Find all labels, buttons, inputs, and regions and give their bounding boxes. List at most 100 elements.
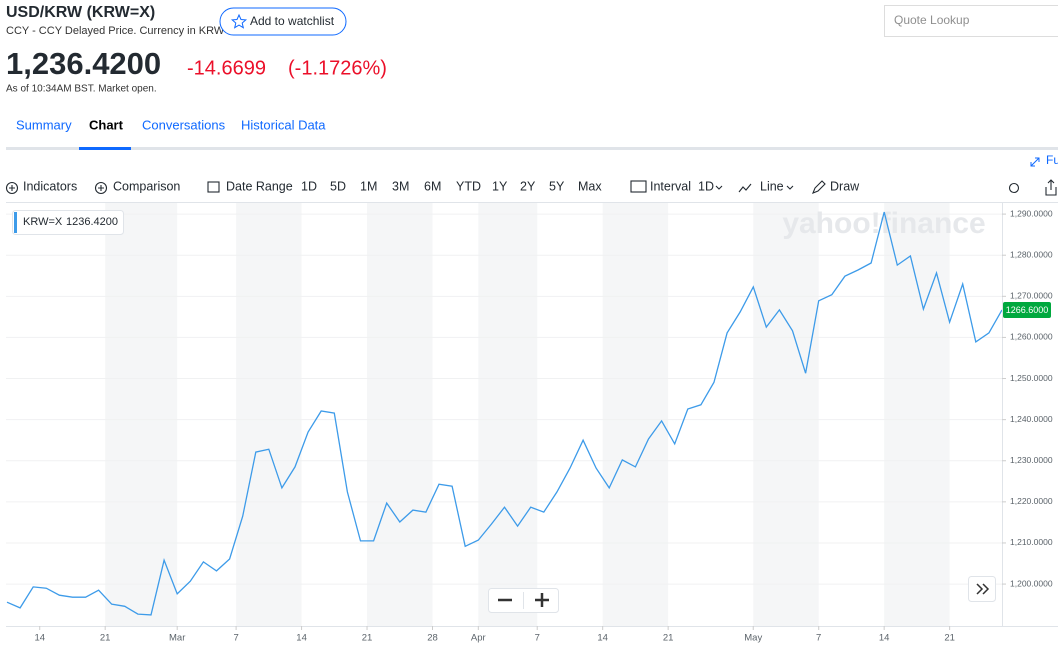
range-button[interactable]: 6M	[424, 179, 441, 193]
change: -14.6699	[187, 57, 266, 79]
x-tick-label: 28	[427, 633, 438, 644]
fullscreen-label: Fu	[1046, 153, 1058, 167]
y-tick-label: 1,230.0000	[1010, 455, 1053, 465]
legend-swatch	[14, 212, 17, 233]
x-tick-label: 14	[879, 633, 890, 644]
week-band	[478, 203, 538, 626]
line-type[interactable]: Line	[760, 179, 784, 193]
range-button[interactable]: 2Y	[520, 179, 536, 193]
plus-icon	[98, 185, 104, 191]
x-tick-label: 21	[100, 633, 111, 644]
y-tick-label: 1,240.0000	[1010, 414, 1053, 424]
tab-active[interactable]: Chart	[89, 117, 124, 132]
x-tick-label: 7	[816, 633, 821, 644]
series-layer	[6, 211, 1002, 616]
legend-name: KRW=X	[23, 216, 63, 228]
timestamp: As of 10:34AM BST. Market open.	[6, 84, 157, 95]
y-tick-label: 1,200.0000	[1010, 578, 1053, 588]
date-range[interactable]: Date Range	[226, 179, 293, 193]
y-tick-label: 1,270.0000	[1010, 291, 1053, 301]
range-button[interactable]: 3M	[392, 179, 409, 193]
search-placeholder: Quote Lookup	[894, 13, 970, 27]
legend-box	[12, 210, 124, 235]
x-tick-label: Apr	[471, 633, 486, 644]
week-band	[884, 203, 950, 626]
range-button[interactable]: 1M	[360, 179, 377, 193]
zoom-controls	[488, 588, 559, 613]
plus-icon	[9, 185, 15, 191]
interval[interactable]: Interval	[650, 179, 691, 193]
draw-icon	[812, 180, 826, 194]
y-tick-label: 1,220.0000	[1010, 496, 1053, 506]
search-frame	[884, 5, 1058, 37]
range-button[interactable]: 1D	[301, 179, 317, 193]
button-label: Add to watchlist	[250, 14, 335, 28]
tab-border	[6, 147, 1058, 150]
x-tick-label: 21	[663, 633, 674, 644]
legend-value: 1236.4200	[66, 216, 118, 228]
symbol: USD/KRW (KRW=X)	[6, 4, 155, 21]
scroll-end-button[interactable]	[968, 576, 996, 602]
x-tick-label: 21	[944, 633, 955, 644]
week-band	[105, 203, 178, 626]
y-tick-label: 1,250.0000	[1010, 373, 1053, 383]
tab-underline	[79, 147, 131, 150]
x-tick-label: 7	[535, 633, 540, 644]
x-tick-label: 14	[34, 633, 45, 644]
interval-value[interactable]: 1D	[698, 179, 714, 193]
settings-icon[interactable]	[1008, 182, 1020, 194]
watchlist-button[interactable]: Add to watchlist	[219, 7, 347, 36]
button-frame	[219, 7, 347, 36]
y-tick-label: 1,260.0000	[1010, 332, 1053, 342]
price: 1,236.4200	[6, 46, 161, 81]
range-button[interactable]: 1Y	[492, 179, 508, 193]
price-line	[6, 211, 1002, 616]
fullscreen-button[interactable]: Fu	[1030, 153, 1058, 167]
week-band	[367, 203, 433, 626]
toolbar: Indicators Comparison Date Range 1D 5D 1M 3…	[5, 179, 1057, 196]
indicators[interactable]: Indicators	[23, 179, 77, 193]
expand-icon	[1030, 157, 1040, 167]
search-box[interactable]: Quote Lookup	[884, 5, 1058, 37]
tab[interactable]: Historical Data	[241, 117, 326, 132]
x-tick-label: May	[744, 633, 762, 644]
caret	[715, 185, 723, 190]
range-button[interactable]: Max	[578, 179, 602, 193]
caret	[786, 185, 794, 190]
week-band	[753, 203, 819, 626]
range-button[interactable]: 5Y	[549, 179, 565, 193]
x-tick-label: 7	[233, 633, 238, 644]
range-button[interactable]: YTD	[456, 179, 481, 193]
plus-icon	[94, 181, 108, 195]
interval-icon	[630, 180, 647, 193]
plus-icon	[5, 181, 19, 195]
week-band	[236, 203, 302, 626]
last-price-box	[1003, 302, 1051, 318]
share-icon[interactable]	[1045, 179, 1057, 196]
comparison[interactable]: Comparison	[113, 179, 180, 193]
x-tick-label: Mar	[169, 633, 185, 644]
x-tick-label: 14	[296, 633, 307, 644]
legend: KRW=X 1236.4200	[12, 210, 124, 235]
range-button[interactable]: 5D	[330, 179, 346, 193]
last-price-label: 1266.6000	[1006, 305, 1049, 315]
draw[interactable]: Draw	[830, 179, 860, 193]
subtitle: CCY - CCY Delayed Price. Currency in KRW	[6, 25, 225, 37]
tab[interactable]: Summary	[16, 117, 72, 132]
x-tick-label: 21	[362, 633, 373, 644]
zoom-in[interactable]	[535, 593, 549, 607]
y-tick-label: 1,290.0000	[1010, 208, 1053, 218]
calendar-icon	[207, 181, 220, 193]
chevrons	[976, 583, 990, 595]
tab[interactable]: Conversations	[142, 117, 226, 132]
line-icon	[738, 183, 752, 193]
y-tick-label: 1,210.0000	[1010, 537, 1053, 547]
change-percent: (-1.1726%)	[288, 57, 387, 79]
plot-area: 14 21 Mar 7 14 21 28 Apr 7 14 21 May 7 14 21 1,200.0000…	[6, 202, 1058, 644]
x-tick-label: 14	[597, 633, 608, 644]
week-band	[602, 203, 669, 626]
y-tick-label: 1,280.0000	[1010, 249, 1053, 259]
star-icon	[230, 13, 248, 29]
